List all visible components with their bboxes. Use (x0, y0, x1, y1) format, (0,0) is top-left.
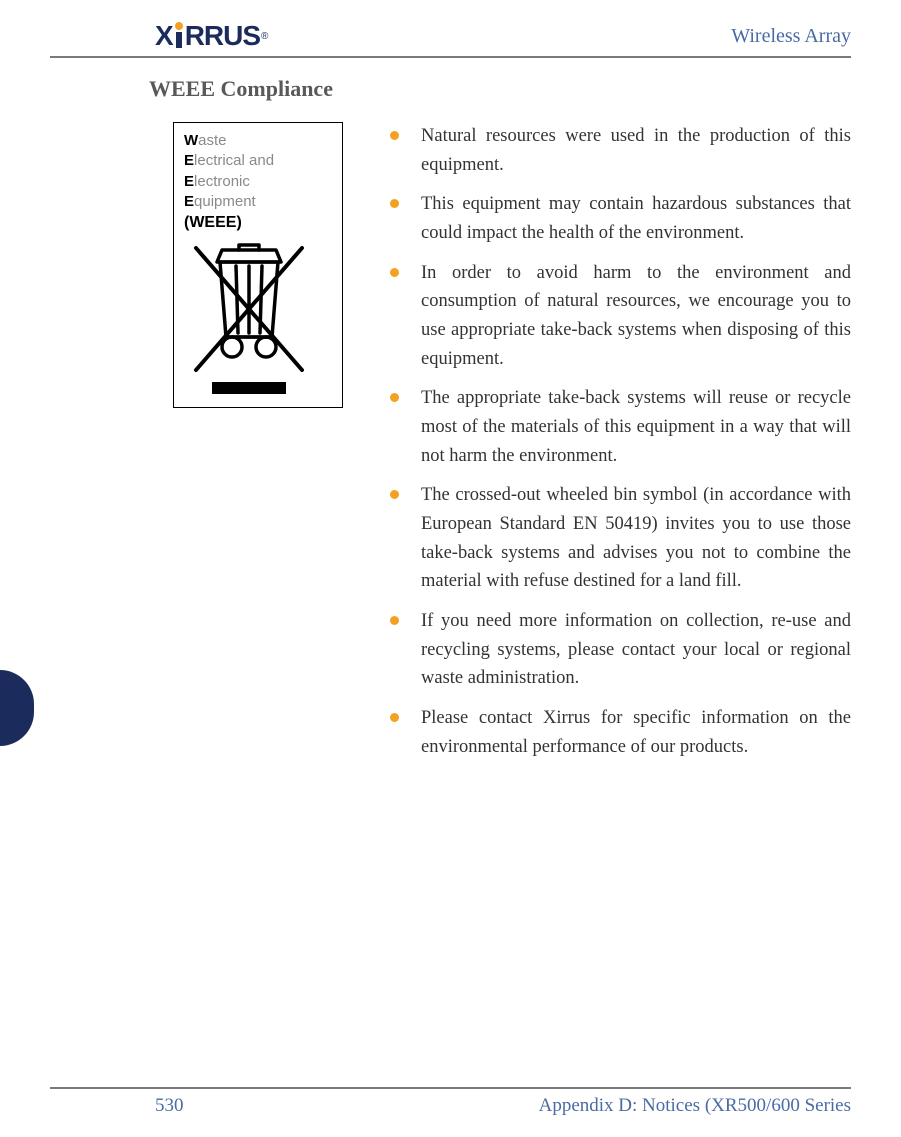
weee-initial: E (184, 193, 194, 210)
page-header: X RRUS ® Wireless Array (50, 20, 851, 58)
left-column: WasteElectrical andElectronicEquipment (… (155, 122, 360, 408)
page-footer: 530 Appendix D: Notices (XR500/600 Serie… (50, 1087, 851, 1117)
page-number: 530 (155, 1095, 184, 1117)
side-thumb-tab (0, 670, 34, 746)
bullet-item: Please contact Xirrus for specific infor… (390, 704, 851, 761)
bullet-dot-icon (390, 490, 399, 499)
bullet-text: If you need more information on collecti… (421, 607, 851, 693)
bullet-item: If you need more information on collecti… (390, 607, 851, 693)
content-area: WasteElectrical andElectronicEquipment (… (50, 122, 851, 772)
weee-initial: E (184, 173, 194, 190)
section-title: WEEE Compliance (44, 76, 851, 102)
xirrus-logo: X RRUS ® (155, 20, 268, 52)
weee-line: Electronic (184, 172, 332, 192)
bullet-item: This equipment may contain hazardous sub… (390, 190, 851, 247)
weee-line: Equipment (184, 192, 332, 212)
logo-letters-rrus: RRUS (185, 20, 260, 52)
weee-line: Waste (184, 131, 332, 151)
logo-letter-x: X (155, 20, 173, 52)
weee-label-box: WasteElectrical andElectronicEquipment (… (173, 122, 343, 408)
logo-i-icon (174, 24, 184, 48)
appendix-label: Appendix D: Notices (XR500/600 Series (539, 1095, 851, 1117)
bullet-item: In order to avoid harm to the environmen… (390, 259, 851, 374)
header-doc-title: Wireless Array (731, 25, 851, 48)
weee-acronym: (WEEE) (184, 214, 332, 232)
bullet-list: Natural resources were used in the produ… (390, 122, 851, 761)
weee-rest: aste (198, 132, 226, 149)
bullet-dot-icon (390, 268, 399, 277)
registered-mark: ® (261, 31, 268, 42)
bullet-dot-icon (390, 199, 399, 208)
bullet-text: Natural resources were used in the produ… (421, 122, 851, 179)
weee-rest: lectrical and (194, 152, 274, 169)
weee-initial: W (184, 132, 198, 149)
crossed-out-bin-icon (184, 242, 314, 397)
weee-initial: E (184, 152, 194, 169)
bullet-item: The crossed-out wheeled bin symbol (in a… (390, 481, 851, 596)
bullet-dot-icon (390, 131, 399, 140)
weee-rest: quipment (194, 193, 256, 210)
bullet-text: Please contact Xirrus for specific infor… (421, 704, 851, 761)
bullet-dot-icon (390, 713, 399, 722)
bullet-item: Natural resources were used in the produ… (390, 122, 851, 179)
bullet-dot-icon (390, 616, 399, 625)
weee-line: Electrical and (184, 151, 332, 171)
bullet-item: The appropriate take-back systems will r… (390, 384, 851, 470)
bullet-text: In order to avoid harm to the environmen… (421, 259, 851, 374)
bullet-dot-icon (390, 393, 399, 402)
bullet-text: The crossed-out wheeled bin symbol (in a… (421, 481, 851, 596)
bullet-text: The appropriate take-back systems will r… (421, 384, 851, 470)
right-column: Natural resources were used in the produ… (360, 122, 851, 772)
weee-rest: lectronic (194, 173, 250, 190)
bullet-text: This equipment may contain hazardous sub… (421, 190, 851, 247)
